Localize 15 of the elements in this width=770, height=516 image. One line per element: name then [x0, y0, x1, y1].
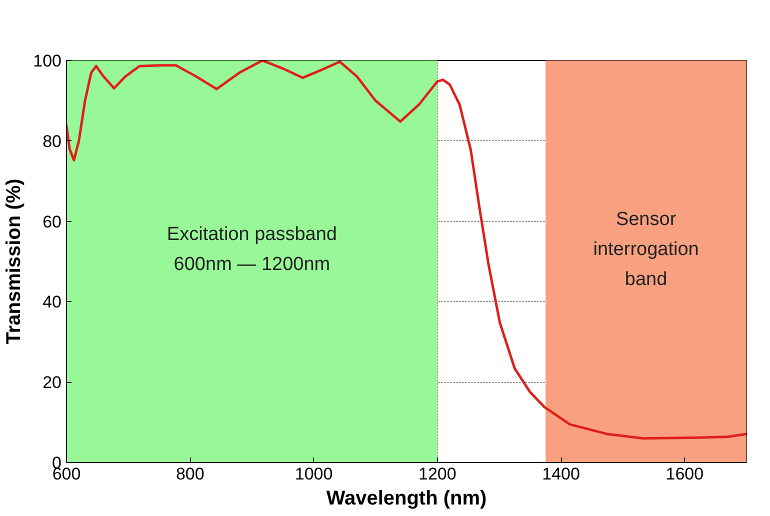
- x-tick-label: 1200: [418, 464, 456, 484]
- x-tick-label: 1000: [294, 464, 333, 484]
- x-tick-label: 1600: [666, 464, 704, 484]
- y-tick-label: 80: [42, 132, 62, 151]
- y-tick-label: 60: [42, 212, 62, 232]
- x-axis-title: Wavelength (nm): [326, 488, 487, 510]
- x-tick-label: 1400: [542, 464, 580, 484]
- y-tick-label: 100: [33, 52, 62, 70]
- y-axis-title: Transmission (%): [3, 178, 26, 344]
- band-label: Sensor interrogation band: [593, 208, 699, 290]
- x-tick-label: 800: [176, 464, 204, 484]
- y-tick-label: 40: [42, 292, 62, 312]
- line-series: [66, 60, 746, 440]
- band-label: Excitation passband 600nm — 1200nm: [166, 224, 337, 276]
- y-tick-label: 20: [42, 373, 62, 392]
